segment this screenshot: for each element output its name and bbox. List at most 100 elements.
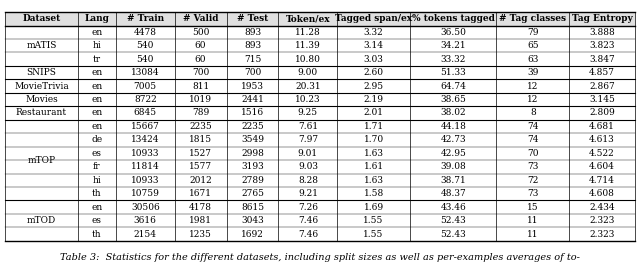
- Text: 1.63: 1.63: [364, 149, 383, 158]
- Text: 43.46: 43.46: [440, 203, 466, 212]
- Text: mTOD: mTOD: [27, 216, 56, 225]
- Text: 2.01: 2.01: [364, 108, 383, 118]
- Text: 9.21: 9.21: [298, 189, 318, 198]
- Text: en: en: [91, 82, 102, 91]
- Text: 10933: 10933: [131, 149, 159, 158]
- Text: fr: fr: [93, 162, 100, 171]
- Text: 3.847: 3.847: [589, 55, 615, 64]
- Text: 1981: 1981: [189, 216, 212, 225]
- Text: 7.61: 7.61: [298, 122, 318, 131]
- Text: Movies: Movies: [25, 95, 58, 104]
- Text: Table 3:  Statistics for the different datasets, including split sizes as well a: Table 3: Statistics for the different da…: [60, 253, 580, 262]
- Text: 63: 63: [527, 55, 538, 64]
- Text: 2441: 2441: [241, 95, 264, 104]
- Text: 33.32: 33.32: [440, 55, 466, 64]
- Text: # Valid: # Valid: [183, 14, 218, 23]
- Text: 1527: 1527: [189, 149, 212, 158]
- Text: 2.95: 2.95: [364, 82, 384, 91]
- Text: th: th: [92, 189, 102, 198]
- Text: mTOP: mTOP: [28, 155, 56, 165]
- Text: 4.857: 4.857: [589, 68, 615, 77]
- Text: 42.95: 42.95: [440, 149, 466, 158]
- Bar: [5, 26, 635, 241]
- Text: 2.323: 2.323: [589, 216, 614, 225]
- Text: en: en: [91, 28, 102, 37]
- Text: 4.681: 4.681: [589, 122, 615, 131]
- Text: 1.61: 1.61: [364, 162, 384, 171]
- Text: 7.97: 7.97: [298, 135, 318, 144]
- Text: 1.63: 1.63: [364, 176, 383, 185]
- Text: 13084: 13084: [131, 68, 159, 77]
- Text: 52.43: 52.43: [440, 216, 466, 225]
- Text: 811: 811: [192, 82, 209, 91]
- Text: de: de: [92, 135, 102, 144]
- Text: 1.55: 1.55: [364, 216, 384, 225]
- Text: 52.43: 52.43: [440, 229, 466, 239]
- Text: 3.03: 3.03: [364, 55, 383, 64]
- Text: 1.70: 1.70: [364, 135, 384, 144]
- Text: 1.71: 1.71: [364, 122, 384, 131]
- Text: 1577: 1577: [189, 162, 212, 171]
- Text: 8615: 8615: [241, 203, 264, 212]
- Text: 36.50: 36.50: [440, 28, 466, 37]
- Text: Lang: Lang: [84, 14, 109, 23]
- Text: 893: 893: [244, 41, 261, 50]
- Text: Restaurant: Restaurant: [16, 108, 67, 118]
- Text: 38.71: 38.71: [440, 176, 466, 185]
- Text: 2998: 2998: [241, 149, 264, 158]
- Text: 7.26: 7.26: [298, 203, 318, 212]
- Text: 51.33: 51.33: [440, 68, 466, 77]
- Text: 500: 500: [192, 28, 209, 37]
- Text: 39: 39: [527, 68, 538, 77]
- Text: hi: hi: [92, 41, 101, 50]
- Text: 2012: 2012: [189, 176, 212, 185]
- Text: 74: 74: [527, 135, 538, 144]
- Text: th: th: [92, 229, 102, 239]
- Text: 30506: 30506: [131, 203, 159, 212]
- Text: 8: 8: [530, 108, 536, 118]
- Text: 2789: 2789: [241, 176, 264, 185]
- Text: 39.08: 39.08: [440, 162, 466, 171]
- Bar: [5, 12, 635, 26]
- Text: 73: 73: [527, 162, 538, 171]
- Text: 6845: 6845: [134, 108, 157, 118]
- Text: en: en: [91, 108, 102, 118]
- Text: % tokens tagged: % tokens tagged: [412, 14, 495, 23]
- Text: 60: 60: [195, 41, 206, 50]
- Text: 3616: 3616: [134, 216, 157, 225]
- Text: 8.28: 8.28: [298, 176, 318, 185]
- Text: 2235: 2235: [241, 122, 264, 131]
- Text: 7005: 7005: [134, 82, 157, 91]
- Text: 2.19: 2.19: [364, 95, 383, 104]
- Text: 1953: 1953: [241, 82, 264, 91]
- Text: 4.604: 4.604: [589, 162, 615, 171]
- Text: 1235: 1235: [189, 229, 212, 239]
- Text: 2.434: 2.434: [589, 203, 615, 212]
- Text: Dataset: Dataset: [22, 14, 61, 23]
- Text: 4.608: 4.608: [589, 189, 615, 198]
- Text: 70: 70: [527, 149, 538, 158]
- Text: 4.522: 4.522: [589, 149, 615, 158]
- Text: 2.60: 2.60: [364, 68, 383, 77]
- Text: es: es: [92, 149, 102, 158]
- Text: # Tag classes: # Tag classes: [499, 14, 566, 23]
- Text: hi: hi: [92, 176, 101, 185]
- Text: es: es: [92, 216, 102, 225]
- Text: mATIS: mATIS: [26, 41, 56, 50]
- Text: 700: 700: [192, 68, 209, 77]
- Text: 64.74: 64.74: [440, 82, 466, 91]
- Text: 38.02: 38.02: [440, 108, 466, 118]
- Text: 12: 12: [527, 82, 538, 91]
- Text: 11: 11: [527, 229, 538, 239]
- Text: 3193: 3193: [241, 162, 264, 171]
- Text: 4.613: 4.613: [589, 135, 615, 144]
- Text: 893: 893: [244, 28, 261, 37]
- Text: 10.80: 10.80: [295, 55, 321, 64]
- Text: 15: 15: [527, 203, 539, 212]
- Text: en: en: [91, 68, 102, 77]
- Text: 789: 789: [192, 108, 209, 118]
- Text: en: en: [91, 122, 102, 131]
- Text: # Train: # Train: [127, 14, 164, 23]
- Text: 3043: 3043: [241, 216, 264, 225]
- Text: 34.21: 34.21: [440, 41, 466, 50]
